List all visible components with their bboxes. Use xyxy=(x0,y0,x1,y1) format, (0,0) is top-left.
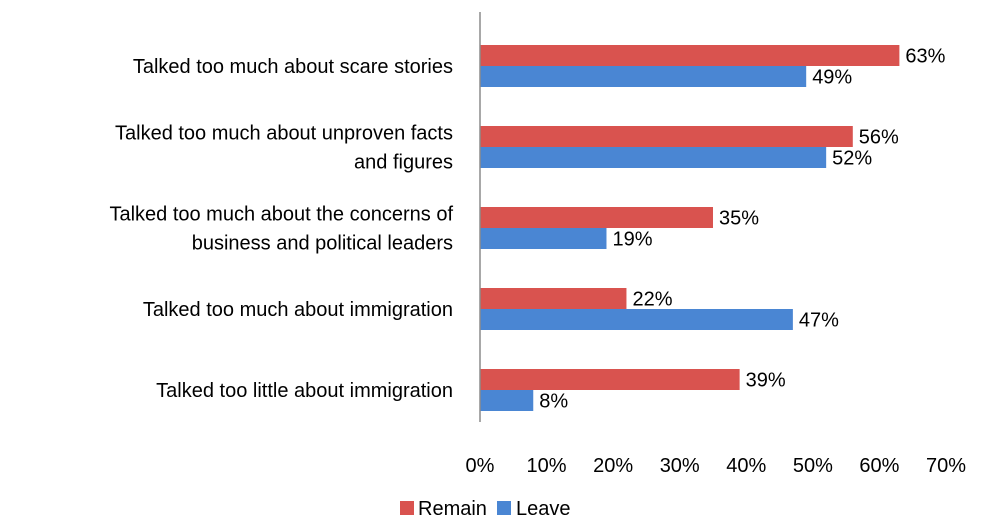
data-label-leave-2: 19% xyxy=(612,229,652,251)
bar-leave-3 xyxy=(480,309,793,330)
bar-remain-1 xyxy=(480,126,853,147)
bar-leave-0 xyxy=(480,66,807,87)
bar-remain-0 xyxy=(480,45,900,66)
category-label-2-line-0: Talked too much about the concerns of xyxy=(109,204,453,226)
x-tick-label-6: 60% xyxy=(859,455,899,477)
bar-remain-4 xyxy=(480,369,740,390)
legend-swatch-leave xyxy=(497,501,511,515)
bar-leave-1 xyxy=(480,147,827,168)
data-label-remain-4: 39% xyxy=(746,370,786,392)
x-tick-label-0: 0% xyxy=(466,455,495,477)
category-label-0: Talked too much about scare stories xyxy=(133,56,453,78)
data-label-remain-2: 35% xyxy=(719,208,759,230)
data-label-leave-4: 8% xyxy=(539,391,568,413)
x-tick-label-5: 50% xyxy=(793,455,833,477)
data-label-leave-3: 47% xyxy=(799,310,839,332)
bar-leave-4 xyxy=(480,390,534,411)
data-label-leave-0: 49% xyxy=(812,67,852,89)
x-tick-label-2: 20% xyxy=(593,455,633,477)
x-tick-label-3: 30% xyxy=(660,455,700,477)
bar-leave-2 xyxy=(480,228,607,249)
x-tick-label-1: 10% xyxy=(527,455,567,477)
legend-swatch-remain xyxy=(400,501,414,515)
labels-layer: 63% 49% Talked too much about scare storie… xyxy=(109,46,966,478)
data-label-remain-3: 22% xyxy=(632,289,672,311)
x-tick-label-4: 40% xyxy=(726,455,766,477)
data-label-leave-1: 52% xyxy=(832,148,872,170)
bar-remain-2 xyxy=(480,207,713,228)
data-label-remain-0: 63% xyxy=(905,46,945,68)
data-label-remain-1: 56% xyxy=(859,127,899,149)
bars-layer xyxy=(480,45,900,411)
bar-remain-3 xyxy=(480,288,627,309)
category-label-3: Talked too much about immigration xyxy=(143,299,453,321)
category-label-4: Talked too little about immigration xyxy=(156,380,453,402)
category-label-2-line-1: business and political leaders xyxy=(192,233,453,255)
x-tick-label-7: 70% xyxy=(926,455,966,477)
legend: Remain Leave xyxy=(400,498,571,520)
category-label-1-line-1: and figures xyxy=(354,152,453,174)
legend-label-leave: Leave xyxy=(516,498,571,520)
category-label-1-line-0: Talked too much about unproven facts xyxy=(115,123,453,145)
legend-label-remain: Remain xyxy=(418,498,487,520)
